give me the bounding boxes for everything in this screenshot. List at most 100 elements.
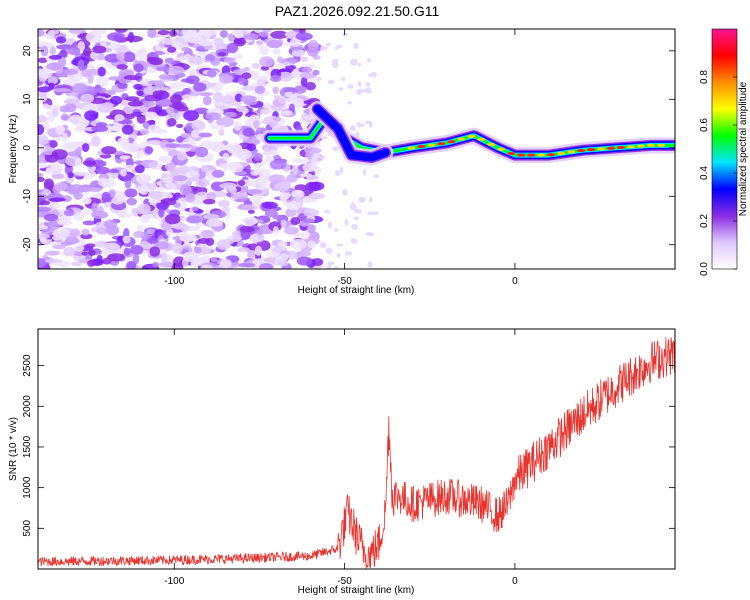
noise-blob (219, 29, 228, 38)
noise-blob (156, 109, 169, 117)
noise-blob (338, 87, 344, 91)
noise-blob (286, 200, 301, 211)
noise-blob (158, 155, 172, 164)
noise-blob (155, 241, 169, 250)
noise-blob (250, 82, 268, 87)
noise-blob (198, 40, 214, 47)
noise-blob (170, 94, 182, 105)
noise-blob (121, 124, 134, 135)
noise-blob (38, 233, 50, 240)
noise-blob (196, 46, 205, 52)
noise-blob (356, 121, 362, 128)
noise-blob (283, 61, 292, 67)
noise-blob (238, 77, 245, 85)
noise-blob (174, 56, 189, 61)
noise-blob (53, 88, 72, 93)
noise-blob (198, 171, 206, 180)
noise-blob (233, 54, 243, 60)
noise-blob (260, 108, 272, 116)
noise-blob (347, 84, 354, 89)
noise-blob (368, 121, 373, 128)
signal-hotspot (577, 148, 586, 153)
noise-blob (291, 49, 306, 57)
noise-blob (122, 235, 131, 244)
noise-blob (84, 243, 96, 248)
spectrogram-y-label: Frequency (Hz) (8, 115, 19, 184)
noise-blob (325, 247, 333, 255)
noise-blob (38, 115, 48, 123)
noise-blob (49, 29, 60, 35)
noise-blob (210, 124, 227, 130)
noise-blob (270, 30, 289, 39)
spectrogram-x-label: Height of straight line (km) (298, 285, 415, 296)
noise-blob (370, 72, 378, 78)
noise-blob (302, 218, 315, 224)
colorbar-tick-label: 0.8 (699, 70, 710, 84)
noise-blob (105, 224, 120, 236)
noise-blob (289, 238, 307, 250)
noise-blob (108, 76, 122, 81)
noise-blob (48, 82, 55, 90)
noise-blob (111, 197, 125, 205)
noise-blob (153, 50, 166, 56)
noise-blob (300, 76, 308, 88)
noise-blob (81, 143, 90, 152)
noise-blob (97, 53, 106, 61)
noise-blob (38, 41, 48, 47)
noise-blob (171, 262, 184, 269)
noise-blob (150, 128, 168, 134)
noise-blob (158, 208, 165, 218)
noise-blob (117, 82, 128, 90)
noise-blob (339, 166, 344, 174)
noise-blob (254, 85, 266, 95)
noise-blob (247, 250, 256, 259)
noise-blob (48, 197, 66, 202)
noise-blob (326, 264, 332, 269)
colorbar-label: Normalized spectral amplitude (738, 81, 749, 216)
noise-blob (211, 169, 225, 178)
noise-blob (146, 228, 155, 235)
noise-blob (140, 214, 150, 224)
noise-blob (336, 252, 341, 259)
noise-blob (291, 189, 305, 198)
noise-blob (272, 48, 281, 55)
signal-hotspot (527, 153, 536, 157)
noise-blob (295, 250, 312, 257)
noise-blob (299, 56, 309, 62)
noise-blob (119, 155, 131, 160)
noise-blob (155, 66, 170, 72)
noise-blob (273, 94, 280, 100)
noise-blob (160, 221, 172, 231)
noise-blob (49, 46, 57, 56)
noise-blob (223, 57, 236, 64)
y-tick-label: 500 (22, 520, 33, 537)
noise-blob (333, 266, 340, 269)
signal-hotspot (547, 153, 556, 157)
noise-blob (325, 42, 331, 47)
noise-blob (120, 168, 127, 177)
noise-blob (305, 81, 316, 91)
noise-blob (164, 213, 181, 225)
signal-hotspot (487, 142, 496, 147)
spectrogram-x-ticks: -100 -50 0 (164, 29, 518, 287)
noise-blob (181, 94, 192, 100)
noise-blob (127, 101, 144, 107)
noise-blob (74, 157, 82, 167)
noise-blob (144, 146, 154, 155)
noise-blob (274, 181, 291, 192)
noise-blob (88, 249, 96, 256)
noise-blob (327, 221, 333, 229)
noise-blob (114, 114, 125, 122)
y-tick-label: -10 (22, 189, 33, 204)
noise-blob (164, 182, 176, 189)
noise-blob (155, 98, 173, 107)
noise-blob (202, 95, 212, 106)
noise-blob (161, 177, 173, 184)
noise-blob (205, 112, 222, 121)
noise-blob (198, 92, 214, 97)
noise-blob (261, 151, 273, 156)
noise-blob (266, 251, 279, 258)
noise-blob (193, 246, 202, 254)
noise-blob (51, 235, 64, 241)
noise-blob (193, 82, 207, 92)
